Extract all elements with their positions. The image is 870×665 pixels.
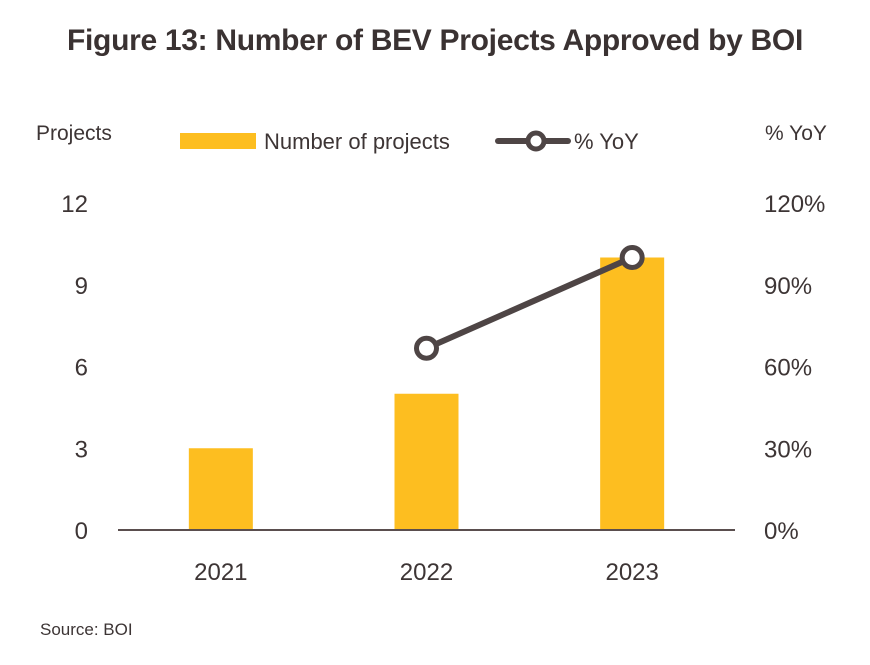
y-tick-label: 6 [75, 355, 88, 382]
y-tick-label: 9 [75, 273, 88, 300]
legend-marker [525, 130, 547, 152]
source-note: Source: BOI [40, 620, 133, 639]
y2-axis-ticks: 0% 30% 60% 90% 120% [764, 191, 825, 545]
y-tick-label: 3 [75, 436, 88, 463]
y-axis-label: Projects [36, 122, 112, 145]
x-tick-label: 2023 [605, 559, 658, 586]
bar-2021 [188, 448, 253, 530]
bar-2022 [394, 393, 459, 530]
y-tick-label: 12 [61, 191, 88, 218]
x-axis-ticks: 2021 2022 2023 [194, 559, 659, 586]
y2-tick-label: 0% [764, 518, 799, 545]
legend-swatch-bars [180, 133, 256, 149]
yoy-marker-2022 [414, 335, 439, 361]
chart-title: Figure 13: Number of BEV Projects Approv… [67, 24, 803, 57]
y2-tick-label: 60% [764, 355, 812, 382]
x-tick-label: 2021 [194, 559, 247, 586]
y-tick-label: 0 [75, 518, 88, 545]
x-tick-label: 2022 [400, 559, 453, 586]
yoy-marker-2023 [619, 245, 645, 270]
legend-label-bars: Number of projects [264, 129, 450, 154]
bar-2023 [600, 257, 665, 530]
y-axis-ticks: 0 3 6 9 12 [61, 191, 88, 545]
bars [188, 257, 665, 530]
y2-tick-label: 120% [764, 191, 825, 218]
y2-axis-label: % YoY [765, 122, 827, 145]
y2-tick-label: 90% [764, 273, 812, 300]
yoy-line [423, 254, 636, 352]
legend: Number of projects % YoY [180, 129, 639, 154]
y2-tick-label: 30% [764, 436, 812, 463]
legend-label-line: % YoY [574, 129, 639, 154]
yoy-line-series [414, 245, 645, 361]
